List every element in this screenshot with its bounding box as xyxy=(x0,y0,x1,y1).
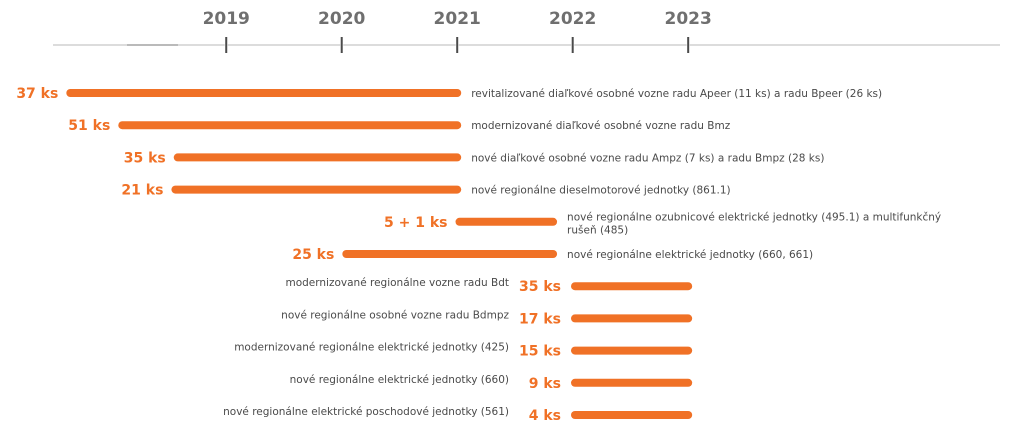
count-label: 25 ks xyxy=(292,247,334,263)
count-label: 21 ks xyxy=(121,183,163,199)
count-label: 5 + 1 ks xyxy=(384,215,447,231)
item-description: nové regionálne dieselmotorové jednotky … xyxy=(471,185,730,197)
year-label: 2019 xyxy=(203,9,250,29)
count-label: 9 ks xyxy=(529,376,561,392)
count-label: 35 ks xyxy=(519,279,561,295)
item-description: modernizované regionálne elektrické jedn… xyxy=(234,342,509,354)
item-description: nové regionálne osobné vozne radu Bdmpz xyxy=(281,309,509,321)
year-label: 2023 xyxy=(665,9,712,29)
item-description: revitalizované diaľkové osobné vozne rad… xyxy=(471,88,882,100)
item-description: rušeň (485) xyxy=(567,224,628,236)
item-description: modernizované regionálne vozne radu Bdt xyxy=(285,277,509,289)
count-label: 15 ks xyxy=(519,344,561,360)
item-description: nové diaľkové osobné vozne radu Ampz (7 … xyxy=(471,152,824,164)
year-label: 2021 xyxy=(434,9,481,29)
count-label: 17 ks xyxy=(519,311,561,327)
item-description: nové regionálne elektrické jednotky (660… xyxy=(567,249,813,261)
item-description: modernizované diaľkové osobné vozne radu… xyxy=(471,120,730,132)
item-description: nové regionálne elektrické poschodové je… xyxy=(223,406,509,418)
count-label: 4 ks xyxy=(529,408,561,424)
year-label: 2022 xyxy=(549,9,596,29)
year-label: 2020 xyxy=(318,9,365,29)
item-description: nové regionálne ozubnicové elektrické je… xyxy=(567,211,941,223)
count-label: 37 ks xyxy=(16,86,58,102)
count-label: 51 ks xyxy=(68,118,110,134)
count-label: 35 ks xyxy=(124,150,166,166)
item-description: nové regionálne elektrické jednotky (660… xyxy=(290,374,509,386)
